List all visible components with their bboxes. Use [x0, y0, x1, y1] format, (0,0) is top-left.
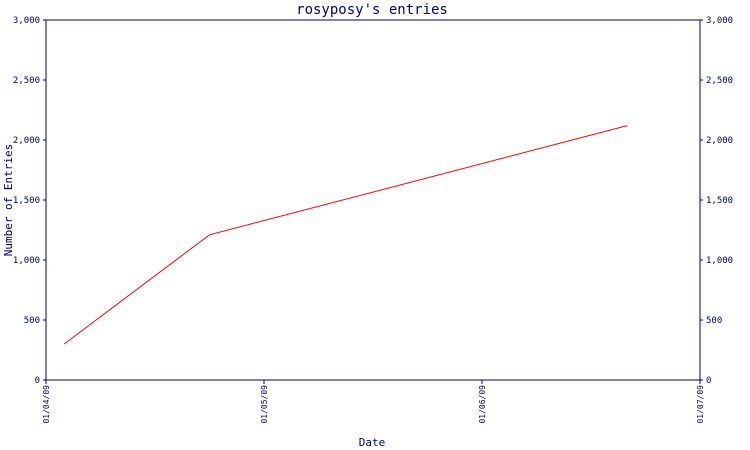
x-tick-label: 01/06/09	[478, 385, 487, 424]
x-tick-label: 01/04/09	[42, 385, 51, 424]
y-tick-label-left: 2,500	[13, 76, 40, 86]
y-tick-label-right: 2,000	[706, 136, 733, 146]
y-tick-label-right: 3,000	[706, 16, 733, 26]
series-layer	[63, 125, 628, 345]
y-tick-label-right: 2,500	[706, 76, 733, 86]
y-tick-label-left: 2,000	[13, 136, 40, 146]
y-axis-left: 0 500 1,000 1,500 2,000 2,500 3,000	[13, 16, 46, 386]
x-axis-title: Date	[359, 436, 386, 449]
x-axis: 01/04/09 01/05/09 01/06/09 01/07/09	[42, 380, 705, 424]
y-tick-label-left: 1,500	[13, 196, 40, 206]
y-tick-label-left: 0	[35, 376, 40, 386]
y-tick-label-right: 0	[706, 376, 711, 386]
y-tick-label-left: 1,000	[13, 256, 40, 266]
x-tick-label: 01/07/09	[696, 385, 705, 424]
y-axis-right: 0 500 1,000 1,500 2,000 2,500 3,000	[700, 16, 733, 386]
y-tick-label-right: 1,000	[706, 256, 733, 266]
y-tick-label-left: 3,000	[13, 16, 40, 26]
y-axis-title: Number of Entries	[2, 144, 15, 257]
y-tick-label-left: 500	[24, 316, 40, 326]
y-tick-label-right: 1,500	[706, 196, 733, 206]
series-line	[63, 125, 628, 345]
x-tick-label: 01/05/09	[260, 385, 269, 424]
plot-frame	[45, 19, 701, 381]
y-tick-label-right: 500	[706, 316, 722, 326]
chart-title: rosyposy's entries	[296, 2, 448, 18]
